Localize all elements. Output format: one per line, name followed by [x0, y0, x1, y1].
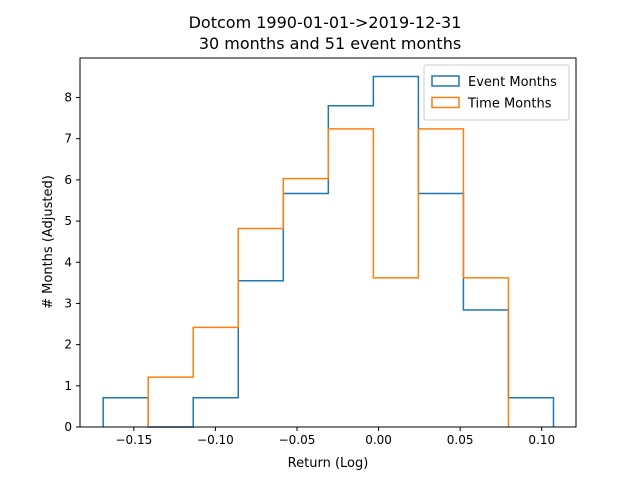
y-tick-label: 8	[64, 91, 72, 105]
y-tick-label: 2	[64, 338, 72, 352]
x-tick-label: −0.10	[197, 433, 234, 447]
x-tick-label: 0.10	[528, 433, 555, 447]
x-axis-label: Return (Log)	[288, 456, 369, 471]
x-tick-label: −0.05	[279, 433, 316, 447]
y-tick-label: 7	[64, 132, 72, 146]
legend-box	[423, 64, 570, 121]
axes-frame	[79, 57, 577, 428]
y-tick-label: 4	[64, 255, 72, 269]
x-axis: −0.15 −0.10 −0.05 0.00 0.05 0.10	[115, 427, 555, 447]
y-tick-label: 5	[64, 214, 72, 228]
y-tick-label: 0	[64, 420, 72, 434]
legend-swatch	[431, 96, 460, 109]
legend: Event Months Time Months	[423, 64, 570, 121]
chart-subtitle: 30 months and 51 event months	[199, 34, 461, 53]
legend-label: Event Months	[468, 75, 557, 90]
x-tick-label: −0.15	[115, 433, 152, 447]
legend-swatch	[431, 75, 460, 87]
y-tick-label: 6	[64, 173, 72, 187]
x-tick-label: 0.05	[447, 433, 474, 447]
series-1-step-line	[147, 128, 510, 427]
legend-label: Time Months	[467, 97, 552, 112]
x-tick-label: 0.00	[365, 433, 392, 447]
y-axis-label: # Months (Adjusted)	[41, 175, 56, 309]
y-tick-label: 1	[64, 379, 72, 393]
y-tick-label: 3	[64, 296, 72, 310]
y-axis: 0 1 2 3 4 5 6 7 8	[64, 91, 80, 434]
chart-title: Dotcom 1990-01-01->2019-12-31	[189, 13, 462, 32]
